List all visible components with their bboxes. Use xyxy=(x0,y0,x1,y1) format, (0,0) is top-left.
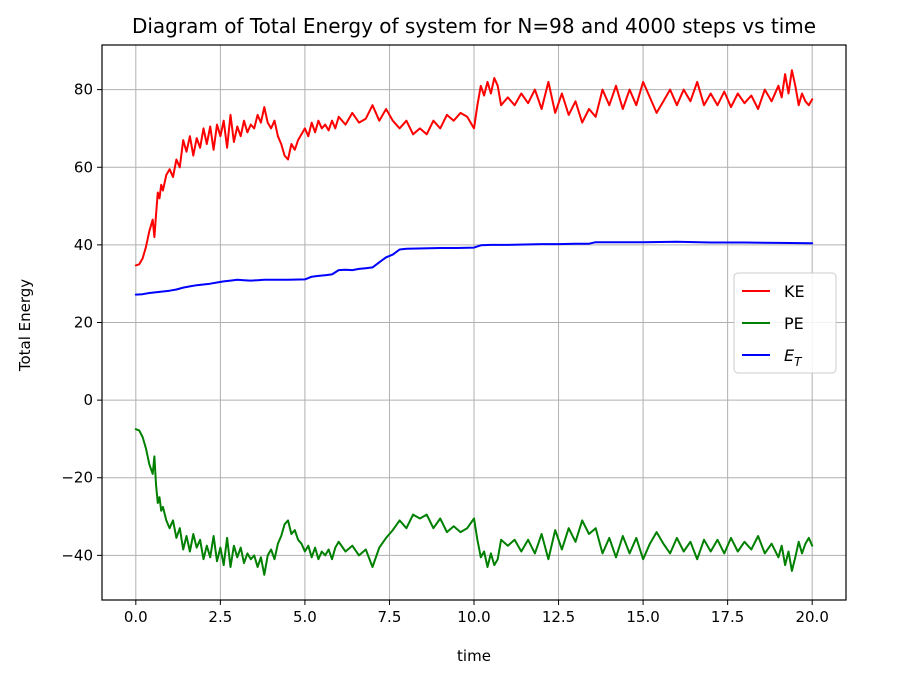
x-tick-label: 0.0 xyxy=(124,608,148,626)
x-tick-label: 12.5 xyxy=(542,608,575,626)
y-tick-label: 0 xyxy=(83,391,93,409)
legend-label: KE xyxy=(784,282,805,301)
x-tick-label: 15.0 xyxy=(626,608,659,626)
legend-label-main: KE xyxy=(784,282,805,301)
legend-label: ET xyxy=(784,346,803,369)
y-tick-label: 20 xyxy=(74,314,93,332)
y-tick-label: 80 xyxy=(74,81,93,99)
legend-label-subscript: T xyxy=(794,355,803,369)
y-axis-ticks: −40 −20 0 20 40 60 80 xyxy=(61,81,102,564)
plot-area: 0.0 2.5 5.0 7.5 10.0 12.5 15.0 17.5 20.0 −40 −20 0… xyxy=(61,44,847,626)
y-tick-label: 60 xyxy=(74,158,93,176)
series-layer xyxy=(134,69,814,576)
y-tick-label: −20 xyxy=(61,469,93,487)
legend: KE PE ET xyxy=(733,272,837,374)
x-tick-label: 17.5 xyxy=(711,608,744,626)
chart-title: Diagram of Total Energy of system for N=… xyxy=(132,14,816,38)
legend-label-main: E xyxy=(784,346,795,365)
series-line-pe xyxy=(134,428,814,576)
series-line-e-t xyxy=(134,240,814,296)
legend-box xyxy=(733,272,837,374)
series-line-ke xyxy=(134,69,814,267)
legend-label-main: PE xyxy=(784,314,804,333)
x-tick-label: 10.0 xyxy=(457,608,490,626)
legend-label: PE xyxy=(784,314,804,333)
x-axis-ticks: 0.0 2.5 5.0 7.5 10.0 12.5 15.0 17.5 20.0 xyxy=(124,600,829,626)
x-tick-label: 5.0 xyxy=(293,608,317,626)
y-axis-label: Total Energy xyxy=(16,279,34,372)
y-tick-label: −40 xyxy=(61,546,93,564)
grid-lines xyxy=(102,45,846,600)
y-tick-label: 40 xyxy=(74,236,93,254)
x-tick-label: 20.0 xyxy=(795,608,828,626)
x-tick-label: 2.5 xyxy=(208,608,232,626)
x-axis-label: time xyxy=(457,647,491,665)
x-tick-label: 7.5 xyxy=(378,608,402,626)
